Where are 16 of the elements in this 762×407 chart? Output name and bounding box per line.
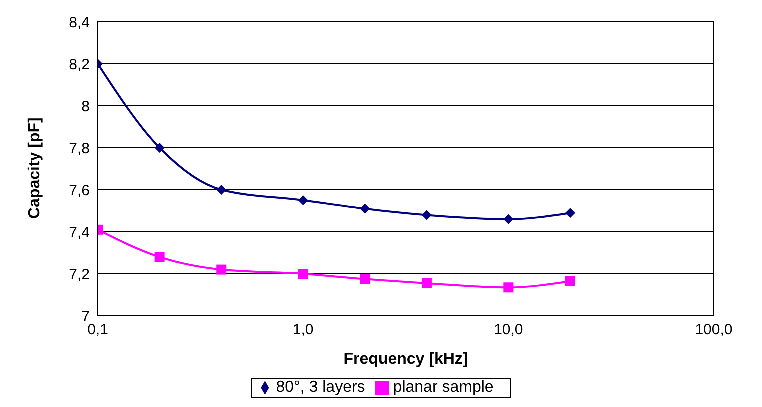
x-tick-label: 0,1 (88, 322, 108, 339)
legend-label: 80°, 3 layers (276, 379, 366, 396)
y-tick-label: 7 (82, 308, 90, 326)
y-tick-label: 7,6 (69, 182, 90, 200)
x-axis-title: Frequency [kHz] (344, 351, 468, 368)
x-tick-label: 10,0 (494, 322, 524, 339)
x-tick-label: 100,0 (695, 322, 733, 339)
y-tick-label: 8,2 (69, 56, 90, 74)
y-axis-title: Capacity [pF] (26, 118, 44, 219)
y-tick-label: 7,4 (69, 224, 90, 242)
x-tick-label: 1,0 (292, 322, 314, 339)
y-tick-label: 7,2 (69, 266, 90, 284)
y-tick-label: 8 (82, 98, 90, 116)
y-tick-label: 7,8 (69, 140, 90, 158)
y-tick-label: 8,4 (69, 14, 90, 32)
legend-label: planar sample (393, 379, 494, 396)
